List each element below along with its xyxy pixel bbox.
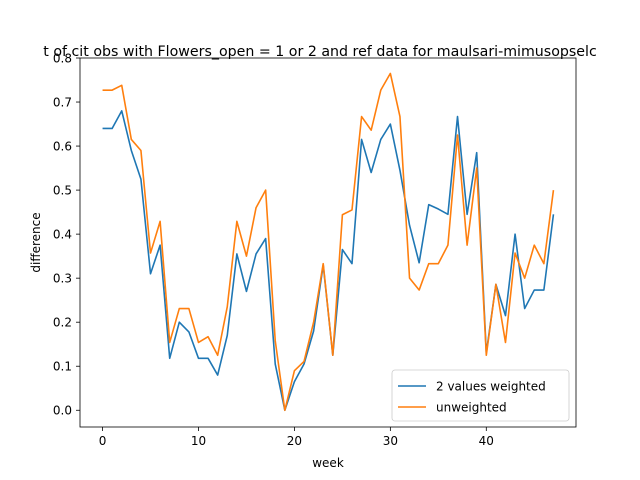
legend: 2 values weighted unweighted — [391, 369, 570, 422]
y-tick-label: 0.6 — [53, 139, 72, 153]
x-tick-label: 30 — [383, 434, 398, 448]
x-tick-label: 20 — [287, 434, 302, 448]
x-axis: 0 10 20 30 40 — [99, 427, 494, 448]
series-layer — [102, 72, 555, 412]
legend-box — [391, 369, 570, 422]
series-line-0 — [102, 110, 555, 412]
y-axis: 0.0 0.1 0.2 0.3 0.4 0.5 0.6 0.7 0.8 — [53, 51, 80, 418]
series-line-1 — [102, 72, 555, 412]
chart-title: t of cit obs with Flowers_open = 1 or 2 … — [43, 44, 597, 60]
y-tick-label: 0.4 — [53, 227, 72, 241]
y-tick-label: 0.5 — [53, 183, 72, 197]
x-tick-label: 10 — [191, 434, 206, 448]
y-tick-label: 0.7 — [53, 95, 72, 109]
plot-area — [79, 57, 577, 428]
y-axis-label: difference — [29, 212, 43, 272]
y-tick-label: 0.3 — [53, 271, 72, 285]
x-tick-label: 0 — [99, 434, 107, 448]
legend-label-weighted: 2 values weighted — [436, 380, 546, 394]
y-tick-label: 0.8 — [53, 51, 72, 65]
axes-frame — [79, 57, 577, 428]
y-tick-label: 0.0 — [53, 404, 72, 418]
x-tick-label: 40 — [479, 434, 494, 448]
y-tick-label: 0.2 — [53, 316, 72, 330]
legend-label-unweighted: unweighted — [436, 401, 507, 415]
y-tick-label: 0.1 — [53, 360, 72, 374]
x-axis-label: week — [312, 456, 344, 470]
